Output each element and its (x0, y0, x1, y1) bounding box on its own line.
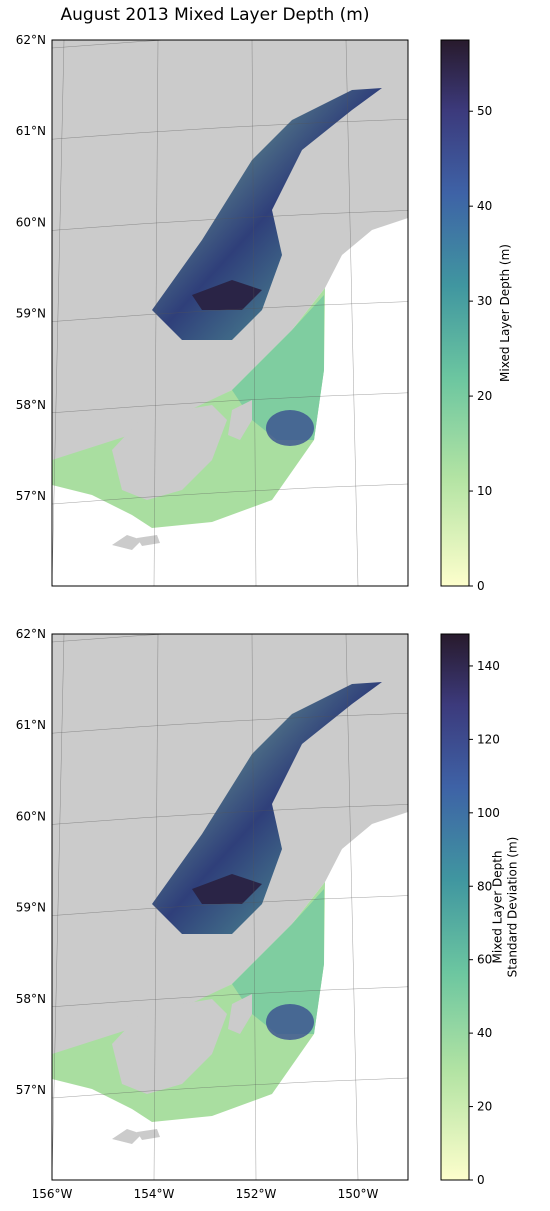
graticule-lat (52, 483, 408, 505)
lat-tick-label: 62°N (16, 33, 46, 47)
lat-tick-label: 57°N (16, 489, 46, 503)
graticule-lat (52, 804, 408, 825)
colorbar-tick-label: 60 (477, 953, 492, 967)
lat-tick-label: 61°N (16, 718, 46, 732)
graticule-lat (52, 119, 408, 140)
map-frame (51, 39, 409, 587)
colorbar-tick-label: 10 (477, 484, 492, 498)
graticule-lon (251, 634, 257, 1180)
lat-tick-label: 60°N (16, 809, 46, 823)
colorbar-tick-label: 20 (477, 1100, 492, 1114)
lat-tick-label: 59°N (16, 307, 46, 321)
graticule-lat (52, 895, 408, 916)
lon-tick-label: 154°W (134, 1187, 175, 1201)
colorbar-label: Mixed Layer Depth (491, 850, 505, 963)
lat-tick-label: 57°N (16, 1083, 46, 1097)
map-panel (52, 634, 408, 1180)
map-field (52, 40, 408, 586)
graticule-lon (345, 40, 359, 586)
colorbar (440, 633, 470, 1181)
graticule-lat (52, 210, 408, 231)
colorbar-tick-label: 20 (477, 389, 492, 403)
colorbar-tick-label: 0 (477, 1173, 485, 1187)
graticule-lat (52, 1077, 408, 1099)
lat-tick-label: 58°N (16, 992, 46, 1006)
graticule-lat (52, 986, 408, 1007)
title: August 2013 Mixed Layer Depth (m) (61, 5, 370, 25)
map-frame (51, 633, 409, 1181)
graticule-lat (52, 40, 167, 49)
colorbar (440, 39, 470, 587)
colorbar-label: Mixed Layer Depth (m) (498, 244, 512, 382)
lat-tick-label: 62°N (16, 627, 46, 641)
colorbar-tick-label: 120 (477, 732, 500, 746)
graticule-lat (52, 301, 408, 322)
map-panel (52, 40, 408, 586)
colorbar-tick-label: 50 (477, 104, 492, 118)
map-field (52, 634, 408, 1180)
graticule-lat (52, 392, 408, 413)
graticule-lat (52, 634, 167, 643)
graticule-lon (52, 634, 65, 1180)
graticule-lon (251, 40, 257, 586)
colorbar-tick-label: 140 (477, 659, 500, 673)
lon-tick-label: 152°W (236, 1187, 277, 1201)
colorbar-tick-label: 40 (477, 199, 492, 213)
colorbar-tick-label: 0 (477, 579, 485, 593)
graticule-lon (345, 634, 359, 1180)
graticule-lon (153, 40, 159, 586)
lat-tick-label: 59°N (16, 901, 46, 915)
lon-tick-label: 150°W (338, 1187, 379, 1201)
lat-tick-label: 60°N (16, 215, 46, 229)
graticule-lon (153, 634, 159, 1180)
colorbar-tick-label: 80 (477, 879, 492, 893)
colorbar-label: Standard Deviation (m) (506, 837, 520, 978)
colorbar-tick-label: 30 (477, 294, 492, 308)
graticule-lon (52, 40, 65, 586)
lat-tick-label: 58°N (16, 398, 46, 412)
colorbar-tick-label: 40 (477, 1026, 492, 1040)
lon-tick-label: 156°W (32, 1187, 73, 1201)
graticule-lat (52, 713, 408, 734)
lat-tick-label: 61°N (16, 124, 46, 138)
colorbar-tick-label: 100 (477, 806, 500, 820)
